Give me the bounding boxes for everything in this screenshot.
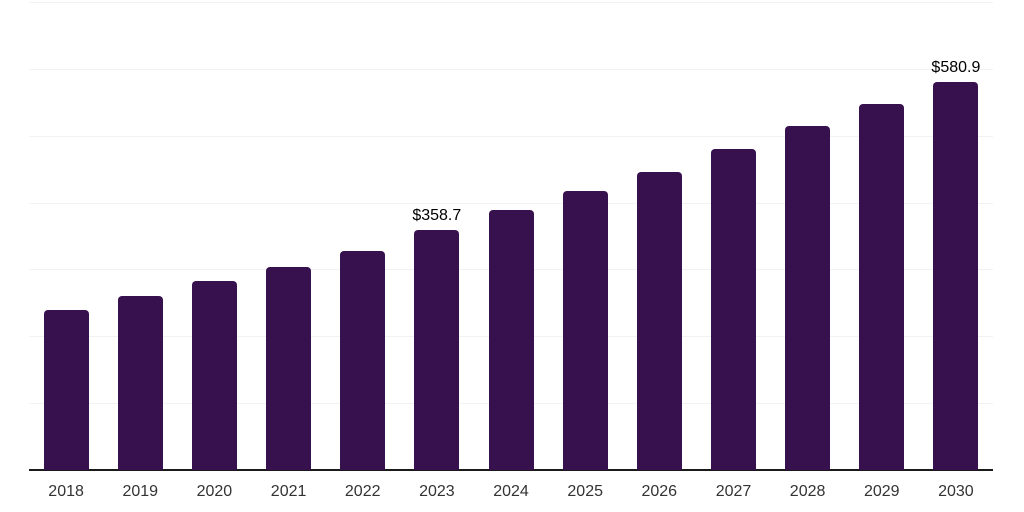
x-tick-label-2023: 2023 [419,483,455,500]
bar-2027 [711,149,756,470]
x-tick-label-2021: 2021 [270,483,307,500]
gridline-500 [29,135,993,137]
x-tick-label-2022: 2022 [344,483,381,500]
x-tick-label-2027: 2027 [715,483,752,500]
plot-area: 2018 2019 2020 2021 2022 2023 $358.7 2024 2025 20… [29,2,993,500]
bar-2026 [636,171,682,470]
gridline-700 [29,2,993,3]
x-axis-line [29,469,993,471]
x-tick-label-2029: 2029 [863,483,900,500]
bar-2025 [562,191,608,470]
x-tick-label-2030: 2030 [938,483,974,500]
x-tick-label-2025: 2025 [567,483,603,500]
x-tick-label-2020: 2020 [196,483,233,500]
x-tick-label-2024: 2024 [493,483,529,500]
bar-2024 [488,209,534,470]
x-tick-label-2019: 2019 [122,483,159,500]
bar-2018 [43,309,89,470]
x-tick-label-2026: 2026 [641,483,678,500]
gridline-600 [29,68,993,70]
x-tick-label-2028: 2028 [789,483,826,500]
gridline-400 [29,202,993,204]
bar-2029 [859,103,905,470]
bar-2028 [785,126,831,470]
x-tick-label-2018: 2018 [48,483,84,500]
bar-2030 [933,81,979,470]
bar-2020 [191,280,237,470]
bar-2021 [266,267,311,470]
bar-2023 [414,230,460,470]
bar-value-label-2030: $580.9 [931,58,981,76]
bar-2019 [117,296,163,470]
bar-2022 [340,251,386,470]
bar-value-label-2023: $358.7 [412,207,462,225]
